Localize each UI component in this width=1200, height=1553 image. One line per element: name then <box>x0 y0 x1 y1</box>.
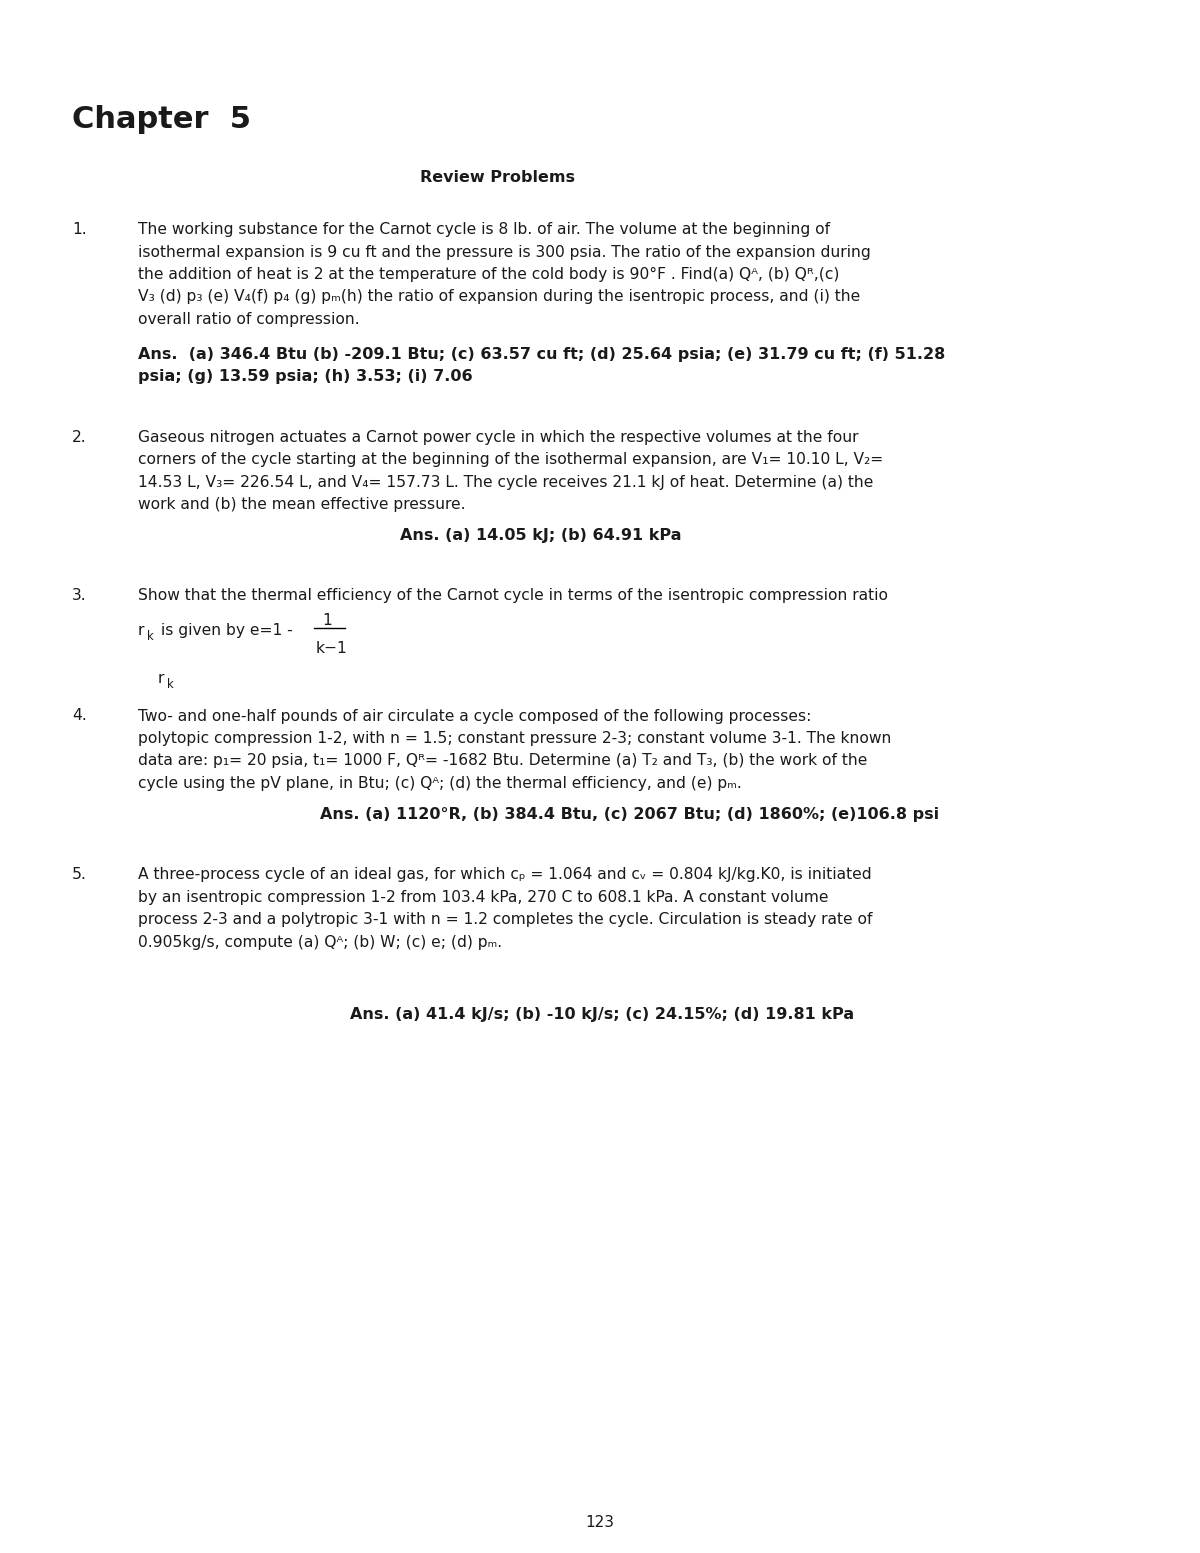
Text: 2.: 2. <box>72 430 86 444</box>
Text: psia; (g) 13.59 psia; (h) 3.53; (i) 7.06: psia; (g) 13.59 psia; (h) 3.53; (i) 7.06 <box>138 370 473 384</box>
Text: isothermal expansion is 9 cu ft and the pressure is 300 psia. The ratio of the e: isothermal expansion is 9 cu ft and the … <box>138 244 871 259</box>
Text: corners of the cycle starting at the beginning of the isothermal expansion, are : corners of the cycle starting at the beg… <box>138 452 883 467</box>
Text: k−1: k−1 <box>316 640 348 655</box>
Text: Ans. (a) 14.05 kJ; (b) 64.91 kPa: Ans. (a) 14.05 kJ; (b) 64.91 kPa <box>400 528 682 542</box>
Text: A three-process cycle of an ideal gas, for which cₚ = 1.064 and cᵥ = 0.804 kJ/kg: A three-process cycle of an ideal gas, f… <box>138 867 871 882</box>
Text: cycle using the pV plane, in Btu; (c) Qᴬ; (d) the thermal efficiency, and (e) pₘ: cycle using the pV plane, in Btu; (c) Qᴬ… <box>138 776 742 790</box>
Text: polytopic compression 1-2, with n = 1.5; constant pressure 2-3; constant volume : polytopic compression 1-2, with n = 1.5;… <box>138 731 892 745</box>
Text: work and (b) the mean effective pressure.: work and (b) the mean effective pressure… <box>138 497 466 512</box>
Text: overall ratio of compression.: overall ratio of compression. <box>138 312 360 328</box>
Text: r: r <box>158 671 164 685</box>
Text: by an isentropic compression 1-2 from 103.4 kPa, 270 C to 608.1 kPa. A constant : by an isentropic compression 1-2 from 10… <box>138 890 828 904</box>
Text: k: k <box>167 677 174 691</box>
Text: Gaseous nitrogen actuates a Carnot power cycle in which the respective volumes a: Gaseous nitrogen actuates a Carnot power… <box>138 430 858 444</box>
Text: 1: 1 <box>322 612 331 627</box>
Text: Ans. (a) 1120°R, (b) 384.4 Btu, (c) 2067 Btu; (d) 1860%; (e)106.8 psi: Ans. (a) 1120°R, (b) 384.4 Btu, (c) 2067… <box>320 806 940 822</box>
Text: Review Problems: Review Problems <box>420 169 575 185</box>
Text: k: k <box>148 629 154 643</box>
Text: The working substance for the Carnot cycle is 8 lb. of air. The volume at the be: The working substance for the Carnot cyc… <box>138 222 830 238</box>
Text: Chapter  5: Chapter 5 <box>72 106 251 134</box>
Text: 123: 123 <box>586 1516 614 1530</box>
Text: V₃ (d) p₃ (e) V₄(f) p₄ (g) pₘ(h) the ratio of expansion during the isentropic pr: V₃ (d) p₃ (e) V₄(f) p₄ (g) pₘ(h) the rat… <box>138 289 860 304</box>
Text: 5.: 5. <box>72 867 86 882</box>
Text: process 2-3 and a polytropic 3-1 with n = 1.2 completes the cycle. Circulation i: process 2-3 and a polytropic 3-1 with n … <box>138 912 872 927</box>
Text: 3.: 3. <box>72 589 86 603</box>
Text: 4.: 4. <box>72 708 86 724</box>
Text: is given by e=1 -: is given by e=1 - <box>156 623 298 637</box>
Text: r: r <box>138 623 144 637</box>
Text: 14.53 L, V₃= 226.54 L, and V₄= 157.73 L. The cycle receives 21.1 kJ of heat. Det: 14.53 L, V₃= 226.54 L, and V₄= 157.73 L.… <box>138 475 874 489</box>
Text: Show that the thermal efficiency of the Carnot cycle in terms of the isentropic : Show that the thermal efficiency of the … <box>138 589 888 603</box>
Text: Ans. (a) 41.4 kJ/s; (b) -10 kJ/s; (c) 24.15%; (d) 19.81 kPa: Ans. (a) 41.4 kJ/s; (b) -10 kJ/s; (c) 24… <box>350 1006 854 1022</box>
Text: Two- and one-half pounds of air circulate a cycle composed of the following proc: Two- and one-half pounds of air circulat… <box>138 708 811 724</box>
Text: 1.: 1. <box>72 222 86 238</box>
Text: data are: p₁= 20 psia, t₁= 1000 F, Qᴿ= -1682 Btu. Determine (a) T₂ and T₃, (b) t: data are: p₁= 20 psia, t₁= 1000 F, Qᴿ= -… <box>138 753 868 769</box>
Text: 0.905kg/s, compute (a) Qᴬ; (b) W; (c) e; (d) pₘ.: 0.905kg/s, compute (a) Qᴬ; (b) W; (c) e;… <box>138 935 502 949</box>
Text: Ans.  (a) 346.4 Btu (b) -209.1 Btu; (c) 63.57 cu ft; (d) 25.64 psia; (e) 31.79 c: Ans. (a) 346.4 Btu (b) -209.1 Btu; (c) 6… <box>138 346 946 362</box>
Text: the addition of heat is 2 at the temperature of the cold body is 90°F . Find(a) : the addition of heat is 2 at the tempera… <box>138 267 839 283</box>
